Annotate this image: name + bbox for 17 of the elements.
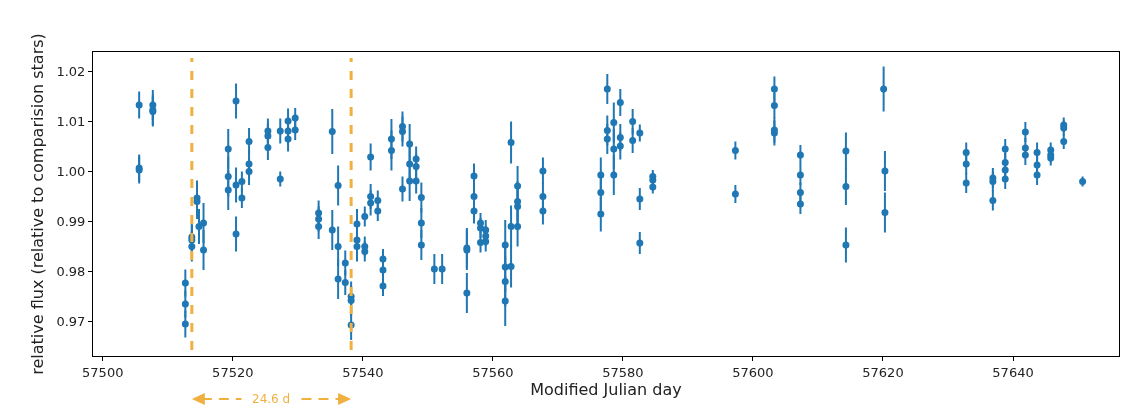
x-tick-label: 57540 — [342, 364, 384, 380]
x-tick-label: 57620 — [862, 364, 904, 380]
x-tick-label: 57640 — [992, 364, 1034, 380]
y-tick-label: 0.98 — [56, 264, 86, 280]
y-tick-label: 1.00 — [56, 164, 86, 180]
y-tick-label: 0.99 — [56, 214, 86, 230]
y-tick-label: 1.01 — [56, 114, 86, 130]
y-axis-title: relative flux (relative to comparision stars) — [28, 33, 48, 375]
x-axis-title: Modified Julian day — [530, 379, 682, 399]
text: 24.6 d — [252, 392, 291, 406]
x-tick-label: 57560 — [472, 364, 514, 380]
x-tick-label: 57520 — [212, 364, 254, 380]
x-tick-label: 57500 — [82, 364, 124, 380]
x-tick-label: 57580 — [602, 364, 644, 380]
y-tick-label: 1.02 — [56, 64, 86, 80]
x-tick-label: 57600 — [732, 364, 774, 380]
y-tick-label: 0.97 — [56, 314, 86, 330]
